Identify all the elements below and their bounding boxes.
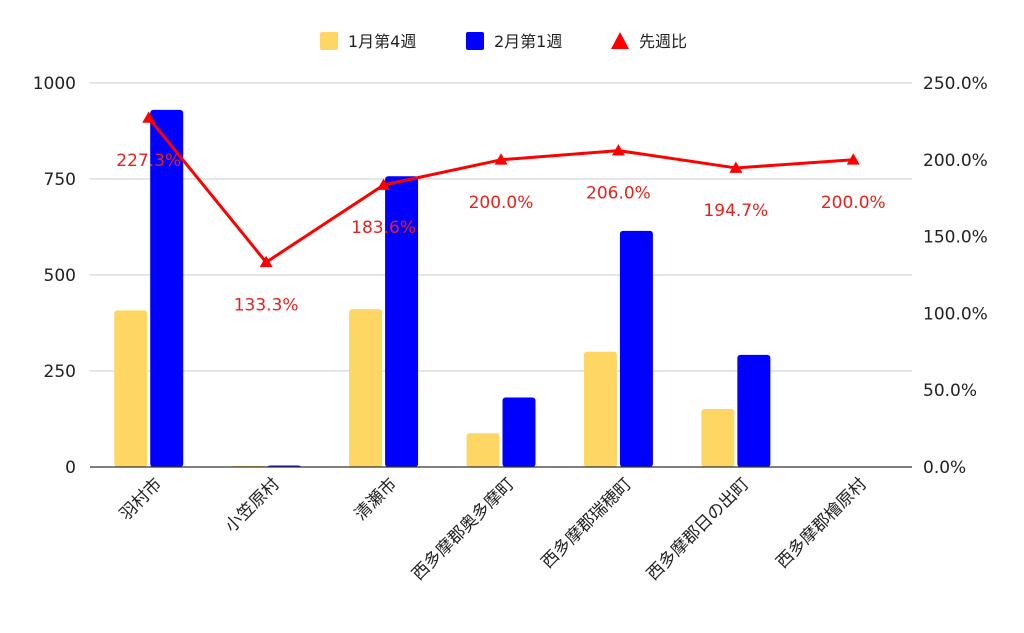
bars [114,109,771,467]
left-tick-label: 500 [44,266,76,286]
left-tick-label: 750 [44,170,76,190]
line-point-marker [377,178,391,190]
category-labels: 羽村市 小笠原村 清瀬市 西多摩郡奥多摩町 西多摩郡瑞穂町 西多摩郡日の出町 西多摩郡檜原村 [116,474,871,585]
category-label: 西多摩郡奥多摩町 [408,474,518,584]
bar-week4-jan [114,310,148,467]
right-axis: 0.0% 50.0% 100.0% 150.0% 200.0% 250.0% [923,74,988,478]
bar-week4-jan [701,409,735,467]
line-data-label: 227.3% [116,151,181,171]
bar-week4-jan [583,351,617,467]
line-data-label: 133.3% [234,295,299,315]
category-label: 西多摩郡檜原村 [772,474,871,573]
left-tick-label: 1000 [33,74,76,94]
legend-label: 1月第4週 [348,32,416,51]
line-data-label: 194.7% [703,201,768,221]
line-point-marker [142,111,156,123]
legend-label: 先週比 [639,32,687,51]
left-axis: 0 250 500 750 1000 [33,74,76,478]
bar-week1-feb [737,354,771,467]
legend-item[interactable]: 先週比 [611,32,687,51]
legend-swatch [466,32,484,50]
right-tick-label: 150.0% [923,228,988,248]
gridlines [90,82,912,372]
right-tick-label: 100.0% [923,304,988,324]
category-label: 西多摩郡日の出町 [643,474,753,584]
line-series: 227.3% 133.3% 183.6% 200.0% 206.0% 194.7% 200.… [116,111,886,315]
bar-week4-jan [466,433,500,467]
category-label: 西多摩郡瑞穂町 [538,474,636,572]
line-point-marker [494,153,508,165]
legend-item[interactable]: 2月第1週 [466,32,562,51]
category-label: 小笠原村 [221,474,283,536]
line-point-marker [729,161,743,173]
left-tick-label: 250 [44,362,76,382]
bar-week1-feb [385,176,419,467]
line-data-label: 200.0% [821,193,886,213]
bar-week1-feb [502,397,536,467]
legend-item[interactable]: 1月第4週 [320,32,416,51]
line-point-marker [611,144,625,156]
bar-week1-feb [619,230,653,467]
line-data-label: 206.0% [586,184,651,204]
line-point-marker [259,255,273,268]
line-data-label: 183.6% [351,218,416,238]
line-data-label: 200.0% [469,193,534,213]
right-tick-label: 200.0% [923,151,988,171]
category-label: 清瀬市 [351,474,401,524]
line-path [147,116,854,264]
right-tick-label: 0.0% [923,458,966,478]
legend-swatch [611,32,629,49]
line-point-marker [846,153,860,165]
left-tick-label: 0 [65,458,76,478]
bar-week4-jan [349,309,383,467]
legend-swatch [320,32,338,50]
category-label: 羽村市 [116,474,166,524]
legend[interactable]: 1月第4週 2月第1週 先週比 [320,32,687,51]
legend-label: 2月第1週 [494,32,562,51]
right-tick-label: 250.0% [923,74,988,94]
right-tick-label: 50.0% [923,381,977,401]
bar-week1-feb [150,109,184,467]
